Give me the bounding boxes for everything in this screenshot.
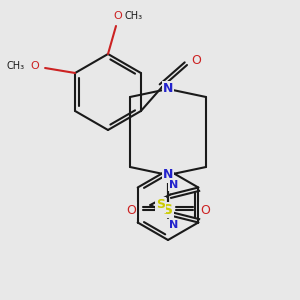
Text: O: O: [31, 61, 40, 71]
Text: N: N: [163, 169, 173, 182]
Text: N: N: [163, 82, 173, 95]
Text: N: N: [169, 179, 178, 190]
Text: CH₃: CH₃: [125, 11, 143, 21]
Text: N: N: [169, 220, 178, 230]
Text: CH₃: CH₃: [6, 61, 24, 71]
Text: O: O: [200, 203, 210, 217]
Text: O: O: [114, 11, 122, 21]
Text: O: O: [126, 203, 136, 217]
Text: O: O: [191, 53, 201, 67]
Text: S: S: [163, 203, 173, 217]
Text: S: S: [156, 199, 165, 212]
